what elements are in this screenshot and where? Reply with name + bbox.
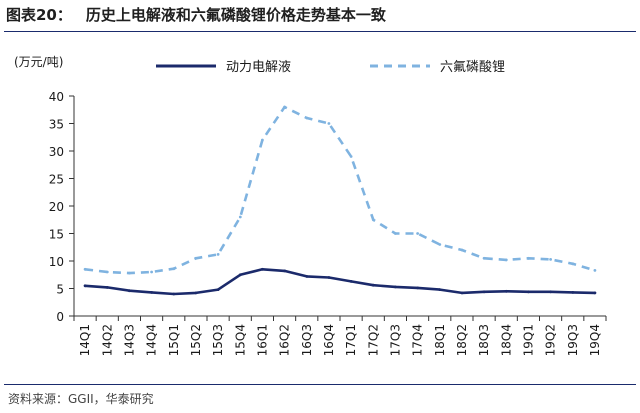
series-1-point	[504, 258, 508, 262]
y-tick-label: 0	[56, 310, 64, 324]
series-1-point	[105, 270, 109, 274]
x-tick-label: 18Q2	[455, 324, 469, 356]
series-0-point	[216, 288, 220, 291]
y-tick-label: 40	[49, 90, 64, 104]
series-0-point	[172, 292, 176, 296]
series-0-point	[261, 267, 264, 271]
series-0-point	[504, 289, 508, 293]
series-0-point	[150, 291, 154, 294]
series-0-point	[571, 291, 575, 294]
x-tick-label: 14Q4	[145, 324, 159, 356]
footer-rule	[4, 384, 636, 385]
series-1-point	[216, 253, 220, 256]
plot-area	[83, 105, 597, 296]
series-0-point	[105, 286, 109, 289]
y-tick-label: 10	[49, 255, 64, 269]
series-0-point	[305, 275, 309, 278]
x-tick-label: 17Q4	[411, 324, 425, 356]
series-0-point	[327, 276, 331, 279]
x-tick-label: 17Q2	[366, 324, 380, 356]
series-1-point	[571, 262, 575, 266]
series-1-point	[172, 267, 176, 271]
x-tick-label: 18Q1	[433, 324, 447, 356]
series-0-point	[238, 273, 242, 277]
series-0-point	[460, 291, 464, 295]
series-1-point	[371, 218, 375, 222]
x-tick-label: 16Q3	[300, 324, 314, 356]
series-1-point	[416, 232, 419, 235]
legend: 动力电解液 六氟磷酸锂	[156, 60, 505, 75]
series-1-point	[394, 232, 397, 235]
y-tick-label: 5	[56, 283, 64, 297]
x-tick-label: 19Q1	[521, 324, 535, 356]
series-0-point	[549, 290, 552, 294]
y-tick-label: 35	[49, 118, 64, 132]
series-0-point	[527, 290, 530, 294]
series-1-point	[438, 243, 442, 246]
series-0-point	[482, 290, 486, 294]
series-1-point	[460, 248, 464, 252]
x-tick-label: 16Q1	[255, 324, 269, 356]
legend-label-1: 六氟磷酸锂	[440, 60, 505, 75]
x-tick-label: 15Q1	[167, 324, 181, 356]
series-1-point	[261, 138, 264, 142]
x-tick-label: 18Q3	[477, 324, 491, 356]
series-1-point	[527, 256, 530, 260]
series-1-point	[349, 155, 353, 158]
series-1-point	[305, 116, 309, 120]
x-tick-label: 17Q3	[388, 324, 402, 356]
y-tick-label: 15	[49, 228, 64, 242]
figure-label: 图表20：	[6, 6, 72, 24]
series-line-1	[84, 105, 596, 275]
x-tick-label: 16Q2	[278, 324, 292, 356]
series-0-point	[593, 291, 597, 295]
series-1-point	[327, 122, 331, 125]
x-tick-label: 19Q2	[544, 324, 558, 356]
series-0-point	[349, 280, 353, 283]
series-0-point	[394, 285, 397, 289]
series-0-point	[416, 286, 419, 290]
figure-title-text: 历史上电解液和六氟磷酸锂价格走势基本一致	[85, 6, 386, 24]
x-tick-label: 17Q1	[344, 324, 358, 356]
x-tick-label: 16Q4	[322, 324, 336, 356]
series-1-point	[83, 267, 87, 271]
series-1-point	[127, 271, 131, 275]
x-tick-label: 15Q4	[233, 324, 247, 356]
axes: 0 5 10 15 20 25 30 35 40 14Q1 14Q2 14Q3 14Q4 15Q1 15Q2…	[49, 90, 607, 356]
y-tick-label: 30	[49, 145, 64, 159]
series-1-point	[549, 258, 552, 261]
x-tick-label: 14Q1	[78, 324, 92, 356]
series-1-point	[150, 270, 154, 274]
series-1-point	[283, 105, 286, 109]
source-note: 资料来源：GGII，华泰研究	[8, 392, 154, 406]
series-1-point	[194, 256, 198, 260]
x-tick-label: 15Q3	[211, 324, 225, 356]
series-0-point	[438, 288, 442, 291]
y-tick-label: 20	[49, 200, 64, 214]
legend-label-0: 动力电解液	[226, 60, 291, 75]
y-unit-label: (万元/吨)	[14, 55, 63, 69]
x-tick-label: 14Q3	[122, 324, 136, 356]
series-1-point	[238, 215, 242, 219]
x-tick-label: 14Q2	[100, 324, 114, 356]
y-tick-label: 25	[49, 173, 64, 187]
series-0-point	[127, 289, 131, 293]
series-0-point	[83, 284, 87, 288]
series-line-0	[83, 267, 597, 296]
x-tick-label: 19Q4	[588, 324, 602, 356]
x-tick-label: 15Q2	[189, 324, 203, 356]
series-0-point	[283, 269, 286, 273]
title-rule	[4, 31, 636, 32]
figure-title: 图表20： 历史上电解液和六氟磷酸锂价格走势基本一致	[6, 4, 386, 25]
series-0-point	[194, 291, 198, 295]
series-1-point	[593, 269, 597, 272]
series-1-point	[482, 256, 486, 260]
series-0-point	[371, 283, 375, 287]
x-tick-label: 18Q4	[499, 324, 513, 356]
x-tick-label: 19Q3	[566, 324, 580, 356]
